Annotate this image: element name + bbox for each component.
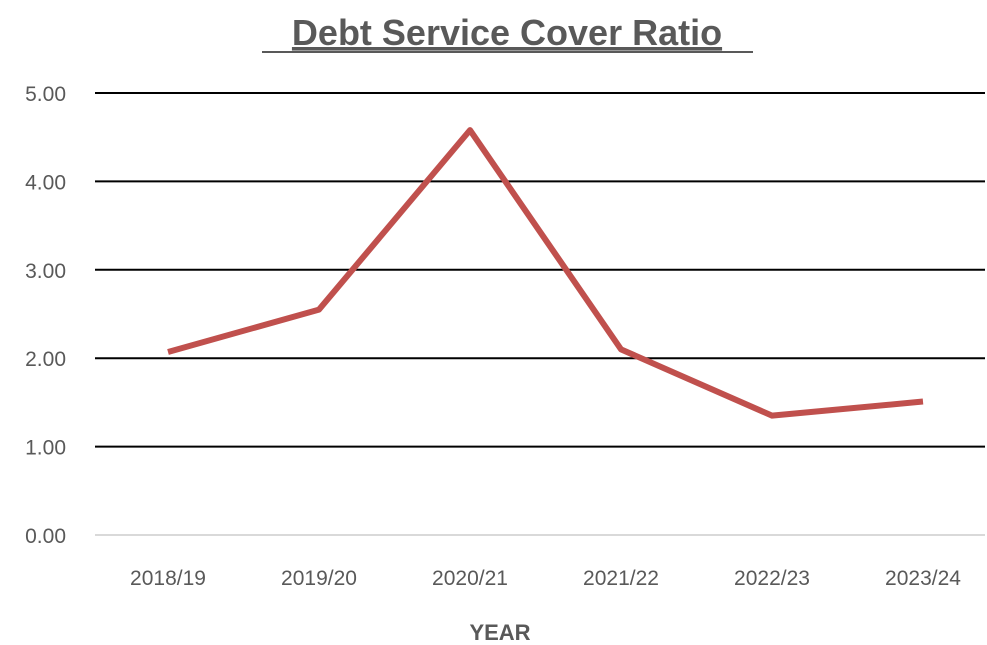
x-tick-label: 2018/19 (130, 567, 206, 590)
y-tick-label: 5.00 (25, 83, 66, 106)
x-tick-label: 2021/22 (583, 567, 659, 590)
y-tick-label: 4.00 (25, 171, 66, 194)
y-tick-label: 2.00 (25, 348, 66, 371)
x-tick-label: 2020/21 (432, 567, 508, 590)
x-tick-label: 2023/24 (885, 567, 961, 590)
x-axis-title: YEAR (469, 620, 530, 645)
y-tick-label: 1.00 (25, 437, 66, 460)
series-group (167, 127, 924, 419)
gridlines (95, 92, 985, 536)
y-axis-ticks: 0.00 1.00 2.00 3.00 4.00 5.00 (25, 83, 66, 548)
y-tick-label: 0.00 (25, 525, 66, 548)
series-line (167, 127, 924, 419)
x-tick-label: 2022/23 (734, 567, 810, 590)
y-tick-label: 3.00 (25, 260, 66, 283)
chart-title: Debt Service Cover Ratio (292, 12, 722, 53)
x-tick-label: 2019/20 (281, 567, 357, 590)
x-axis-ticks: 2018/19 2019/20 2020/21 2021/22 2022/23 2023/… (130, 567, 961, 590)
